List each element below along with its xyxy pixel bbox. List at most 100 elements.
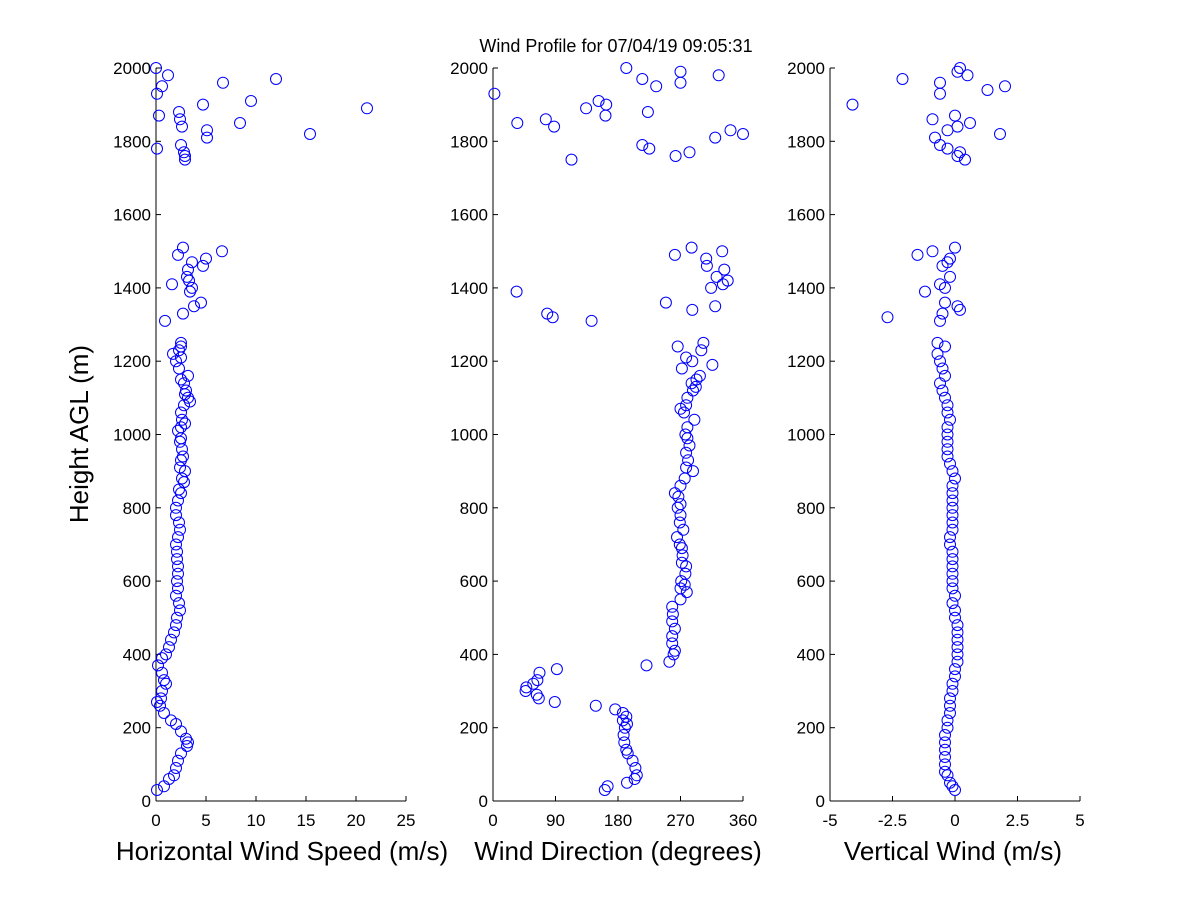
data-point [680, 586, 693, 599]
y-tick-label: 1800 [787, 132, 825, 151]
data-point [170, 619, 182, 632]
data-point [949, 784, 961, 796]
data-point [673, 516, 686, 529]
y-tick-label: 1800 [113, 132, 151, 151]
data-point [195, 296, 207, 309]
data-point [951, 619, 964, 632]
data-point [668, 487, 681, 500]
data-point [944, 270, 956, 283]
figure-title: Wind Profile for 07/04/19 09:05:31 [479, 36, 752, 56]
y-tick-label: 800 [123, 499, 151, 518]
data-point [678, 406, 690, 419]
data-point [188, 300, 200, 313]
data-point [994, 128, 1006, 140]
data-point [934, 87, 946, 100]
y-tick-label: 400 [123, 645, 151, 664]
data-point [178, 399, 190, 412]
data-point [685, 377, 698, 390]
y-tick-label: 1400 [113, 279, 151, 298]
data-point [951, 150, 964, 162]
data-point [678, 472, 691, 485]
data-point [926, 113, 939, 126]
data-point [172, 248, 184, 261]
data-point [599, 109, 612, 122]
data-point [939, 751, 951, 763]
data-point [949, 604, 961, 617]
data-point [671, 531, 683, 544]
data-point [946, 494, 959, 507]
x-axis-label-vertical: Vertical Wind (m/s) [844, 836, 1062, 866]
data-point [697, 336, 710, 349]
data-point [171, 545, 183, 558]
data-point [949, 472, 961, 485]
data-point [951, 633, 964, 646]
data-point [180, 384, 192, 397]
data-point [936, 307, 949, 320]
data-point [201, 124, 213, 137]
data-point [640, 659, 653, 672]
data-point [946, 487, 959, 500]
data-point [681, 421, 694, 434]
data-point [671, 501, 684, 514]
x-tick-label: 270 [666, 811, 694, 830]
data-point [532, 692, 545, 705]
data-point [951, 626, 964, 639]
data-point [934, 76, 946, 89]
data-point [156, 685, 168, 697]
data-point [936, 362, 949, 375]
data-point [675, 575, 688, 588]
data-point [361, 102, 373, 115]
data-point [598, 784, 611, 796]
data-point [946, 597, 959, 610]
data-point [946, 479, 959, 492]
data-point [539, 113, 552, 126]
data-point [936, 259, 949, 272]
data-point [718, 263, 731, 276]
data-point [674, 593, 687, 606]
data-point [592, 95, 605, 107]
data-point [939, 281, 951, 294]
data-point [201, 131, 213, 144]
panel-direction: 0 200 400 600 800 1000 1200 1400 1600 1800 2000 0 90… [450, 59, 762, 866]
data-point [179, 150, 191, 162]
data-point [680, 560, 693, 573]
data-point [941, 435, 954, 448]
data-point [944, 413, 956, 426]
data-point [688, 413, 701, 426]
y-tick-label: 0 [142, 792, 151, 811]
data-point [170, 355, 182, 368]
data-point [716, 278, 729, 291]
data-point [270, 73, 282, 85]
data-point [944, 252, 956, 265]
data-point [712, 69, 725, 82]
data-point [183, 274, 195, 287]
data-point [946, 501, 959, 514]
data-point [951, 641, 964, 654]
x-tick-label: 360 [729, 811, 757, 830]
data-point [510, 285, 523, 298]
data-point [941, 714, 954, 727]
data-point [628, 773, 641, 785]
data-point [589, 699, 602, 712]
data-point [676, 549, 689, 562]
data-point [700, 259, 713, 272]
data-point [946, 575, 959, 588]
data-point [171, 553, 183, 566]
data-point [939, 369, 951, 382]
data-point [680, 351, 693, 364]
data-point [949, 663, 961, 676]
data-point [173, 516, 185, 529]
data-point [981, 84, 994, 96]
x-tick-label: 10 [247, 811, 266, 830]
data-point [954, 146, 966, 159]
data-point [941, 443, 954, 456]
data-point [643, 142, 656, 155]
data-point [941, 769, 954, 782]
data-point [156, 80, 168, 93]
data-point [158, 707, 170, 719]
y-tick-label: 1000 [450, 426, 488, 445]
data-point [954, 62, 966, 74]
x-tick-label: -5 [822, 811, 837, 830]
data-point [179, 417, 191, 430]
x-tick-label: 90 [546, 811, 565, 830]
